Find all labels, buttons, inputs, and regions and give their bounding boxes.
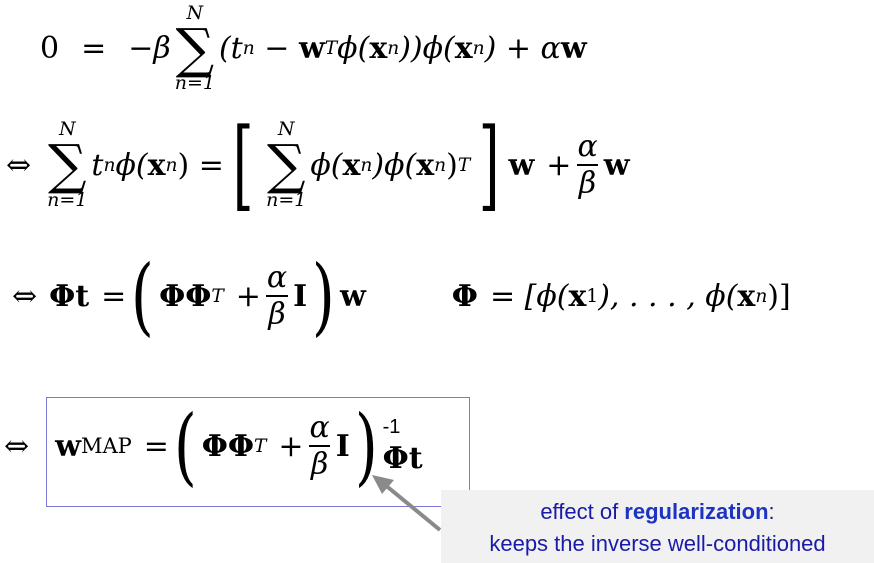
eq1-equals: = — [81, 31, 107, 67]
eq2-left-bracket: [ — [232, 108, 254, 222]
eq2-x-sub: n — [165, 154, 178, 176]
eq1-w: w — [298, 31, 325, 67]
regularization-note: effect of regularization: keeps the inve… — [441, 490, 874, 563]
eq4-phiphi: ΦΦ — [201, 428, 254, 464]
eq2-right-bracket: ] — [478, 108, 500, 222]
eq1-x2: x — [454, 31, 473, 67]
eq3-def-close: )] — [767, 278, 791, 314]
eq2-x2: x — [342, 147, 361, 183]
eq4-w-sub: MAP — [80, 434, 132, 458]
eq4-equals: = — [143, 428, 169, 464]
eq1-phi: ϕ( — [337, 31, 370, 67]
equation-3: ⇔ Φt = ( ΦΦ T + α β I ) w Φ = [ϕ(x 1 ), . … — [12, 254, 791, 338]
eq2-summation-inner: N ∑ n=1 — [266, 120, 306, 209]
frac-numerator: α — [309, 409, 330, 445]
eq2-close: ) = — [177, 147, 224, 183]
eq4-fraction: α β — [308, 409, 332, 482]
eq1-x2-sub: n — [472, 38, 485, 60]
eq3-sup-t: T — [211, 285, 224, 307]
frac-denominator: β — [266, 295, 288, 332]
frac-denominator: β — [576, 164, 599, 201]
eq4-left-paren: ( — [173, 397, 197, 495]
eq2-inner-a: ϕ( — [310, 147, 343, 183]
sum-lower: n=1 — [47, 188, 88, 211]
eq4-identity: I — [335, 428, 350, 464]
eq1-w-sup: T — [324, 38, 338, 60]
eq2-fraction: α β — [575, 128, 599, 201]
eq1-body-open: (t — [218, 31, 243, 67]
eq3-right-paren: ) — [312, 247, 336, 345]
eq3-fraction: α β — [265, 259, 289, 332]
eq1-t-sub: n — [242, 38, 255, 60]
eq1-w2: w — [560, 31, 587, 67]
eq1-x-sub: n — [387, 38, 400, 60]
eq4-w: w — [55, 428, 81, 464]
frac-denominator: β — [308, 445, 331, 482]
eq2-plus: + — [546, 147, 572, 183]
eq2-x3: x — [416, 147, 435, 183]
note-suffix: : — [768, 499, 775, 524]
eq2-w: w — [508, 147, 535, 183]
eq2-x: x — [147, 147, 166, 183]
eq1-close-b: ) + α — [484, 31, 561, 67]
note-line-2: keeps the inverse well-conditioned — [489, 531, 826, 556]
eq3-def-x1-sub: 1 — [586, 285, 599, 307]
sum-lower: n=1 — [174, 72, 215, 95]
eq2-summation: N ∑ n=1 — [47, 120, 87, 209]
eq3-def-phi: Φ — [451, 278, 478, 314]
eq2-t-sub: n — [103, 154, 116, 176]
eq4-iff: ⇔ — [4, 428, 30, 464]
eq2-x2-sub: n — [360, 154, 373, 176]
eq1-summation: N ∑ n=1 — [175, 4, 215, 93]
eq3-phi-t: Φt — [49, 278, 90, 314]
frac-numerator: α — [266, 259, 288, 295]
eq4-sup-t: T — [253, 435, 267, 457]
sum-lower: n=1 — [266, 188, 307, 211]
note-line-1: effect of regularization: — [441, 496, 874, 528]
eq3-phiphi: ΦΦ — [159, 278, 212, 314]
eq2-inner-sup: T — [457, 154, 471, 176]
eq2-inner-b: )ϕ( — [372, 147, 417, 183]
eq2-inner-c: ) — [446, 147, 458, 183]
note-prefix: effect of — [540, 499, 625, 524]
eq1-lhs: 0 — [40, 31, 60, 67]
eq4-inverse-exponent: -1 — [382, 416, 401, 438]
result-box — [46, 397, 470, 507]
eq2-w2: w — [603, 147, 630, 183]
eq3-w: w — [339, 278, 366, 314]
eq1-minus: − — [254, 31, 299, 67]
eq1-x: x — [369, 31, 388, 67]
eq3-def-xn: x — [737, 278, 756, 314]
sum-symbol: ∑ — [175, 17, 215, 80]
eq3-left-paren: ( — [131, 247, 155, 345]
sum-upper: N — [186, 2, 204, 24]
eq3-plus: + — [235, 278, 261, 314]
note-bold: regularization — [624, 499, 769, 524]
equation-4: ⇔ w MAP = ( ΦΦ T + α β I ) -1 Φt — [4, 404, 423, 488]
eq1-close-a: ))ϕ( — [399, 31, 455, 67]
eq1-minus-beta: −β — [128, 31, 171, 67]
eq3-equals: = — [101, 278, 127, 314]
frac-numerator: α — [577, 128, 598, 164]
eq3-identity: I — [293, 278, 308, 314]
sum-upper: N — [58, 118, 76, 141]
eq3-def-eq: = [ϕ( — [489, 278, 569, 314]
eq2-x3-sub: n — [434, 154, 447, 176]
eq4-phi-t: Φt — [382, 441, 423, 476]
eq3-iff: ⇔ — [12, 278, 38, 314]
eq3-def-xn-sub: n — [755, 285, 768, 307]
eq4-plus: + — [278, 428, 304, 464]
sum-upper: N — [277, 118, 295, 141]
eq2-iff: ⇔ — [6, 147, 32, 183]
eq2-phi: ϕ( — [115, 147, 148, 183]
eq2-t: t — [91, 147, 104, 183]
eq3-def-x1: x — [568, 278, 587, 314]
sum-symbol: ∑ — [47, 133, 87, 197]
eq3-def-mid: ), . . . , ϕ( — [598, 278, 738, 314]
sum-symbol: ∑ — [266, 133, 306, 197]
eq4-right-paren: ) — [354, 397, 378, 495]
